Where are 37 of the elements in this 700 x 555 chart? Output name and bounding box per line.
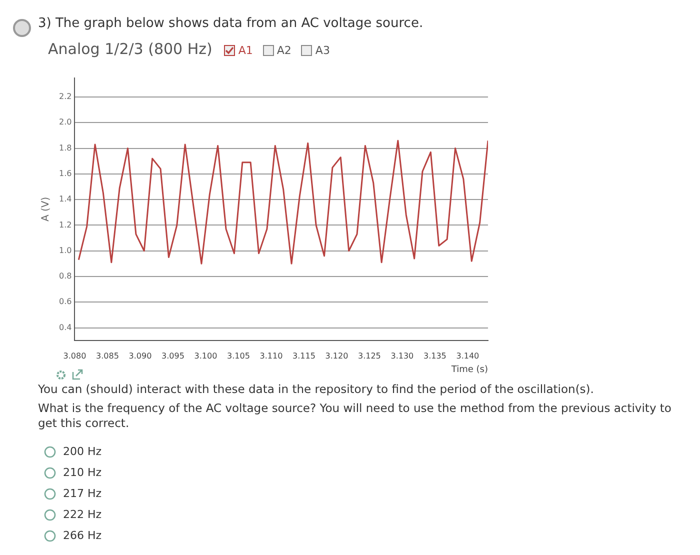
text: 200 Hz bbox=[63, 444, 102, 459]
x-tick-label: 3.090 bbox=[128, 351, 152, 360]
x-tick-label: 3.130 bbox=[390, 351, 414, 360]
x-tick-label: 3.095 bbox=[162, 351, 184, 360]
x-tick-label: 3.085 bbox=[96, 351, 119, 360]
y-tick-label: 0.8 bbox=[58, 272, 72, 281]
text: 222 Hz bbox=[63, 507, 102, 522]
text: 266 Hz bbox=[63, 528, 102, 543]
y-tick-label: 1.6 bbox=[58, 169, 72, 178]
text: 217 Hz bbox=[63, 486, 102, 501]
y-tick-label: 0.6 bbox=[58, 297, 72, 306]
chart-subtitle: Analog 1/2/3 (800 Hz) bbox=[48, 40, 212, 58]
y-tick-label: 2.0 bbox=[58, 118, 72, 127]
y-tick-label: 1.4 bbox=[58, 194, 72, 204]
chart-title: 3) The graph below shows data from an AC voltage source. bbox=[38, 16, 424, 31]
legend-label: A1 bbox=[238, 44, 253, 57]
x-axis-title: Time (s) bbox=[450, 364, 488, 375]
text: 210 Hz bbox=[63, 465, 102, 480]
x-tick-label: 3.135 bbox=[423, 351, 446, 360]
y-tick-label: 1.2 bbox=[58, 220, 72, 230]
y-tick-label: 1.8 bbox=[58, 143, 72, 152]
y-tick-label: 1.0 bbox=[58, 246, 72, 255]
text: A3 bbox=[315, 44, 330, 57]
x-tick-label: 3.080 bbox=[63, 351, 86, 360]
y-tick-label: 0.4 bbox=[58, 322, 72, 332]
x-tick-label: 3.120 bbox=[325, 351, 348, 360]
x-tick-label: 3.115 bbox=[292, 351, 316, 360]
x-tick-label: 3.140 bbox=[456, 351, 480, 360]
text: You can (should) interact with these data in the repository to find the period of the oscillation(s). bbox=[38, 382, 595, 397]
x-tick-label: 3.110 bbox=[260, 351, 283, 360]
x-tick-label: 3.105 bbox=[227, 351, 250, 360]
x-tick-label: 3.125 bbox=[358, 351, 381, 360]
y-tick-label: 2.2 bbox=[58, 92, 72, 102]
text: What is the frequency of the AC voltage source? You will need to use the method from the previous activity to get this correct. bbox=[38, 401, 672, 431]
y-axis-title: A (V) bbox=[40, 196, 52, 222]
text: A2 bbox=[276, 44, 292, 57]
x-tick-label: 3.100 bbox=[194, 351, 218, 360]
